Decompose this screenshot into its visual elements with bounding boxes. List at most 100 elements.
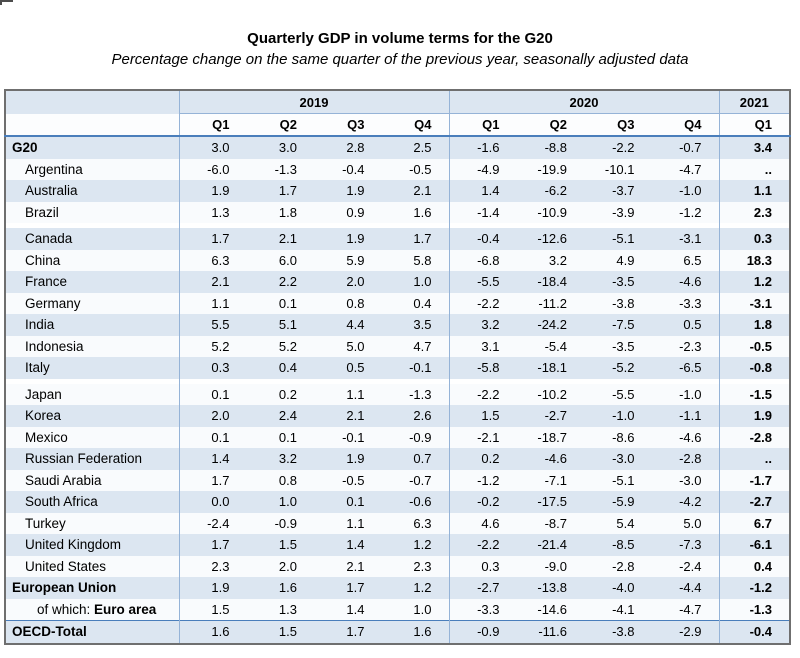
group-separator-row xyxy=(5,223,790,228)
separator-cell xyxy=(178,223,449,228)
quarter-header-2020-Q3: Q3 xyxy=(584,113,652,137)
row-label: United Kingdom xyxy=(5,534,179,556)
row-label: Germany xyxy=(5,292,179,314)
gdp-value-cell: -2.7 xyxy=(516,405,584,427)
gdp-value-cell: -4.2 xyxy=(651,491,719,513)
gdp-value-cell: -3.1 xyxy=(651,228,719,250)
gdp-value-cell: 0.7 xyxy=(381,448,449,470)
gdp-value-cell: 1.8 xyxy=(718,314,790,336)
gdp-value-cell: 2.1 xyxy=(178,271,247,293)
gdp-value-cell: -4.6 xyxy=(651,426,719,448)
gdp-value-cell: .. xyxy=(718,448,790,470)
gdp-value-cell: 1.7 xyxy=(178,534,247,556)
page-title: Quarterly GDP in volume terms for the G2… xyxy=(247,30,553,47)
gdp-value-cell: 0.3 xyxy=(718,228,790,250)
gdp-value-cell: -1.2 xyxy=(718,577,790,599)
gdp-value-cell: 2.3 xyxy=(178,555,247,577)
gdp-value-cell: 1.0 xyxy=(381,271,449,293)
gdp-value-cell: 1.6 xyxy=(381,620,449,644)
row-label-text: France xyxy=(25,274,68,290)
table-row-united-states: United States 2.3 2.0 2.1 2.3 0.3 -9.0 -2.8 -2.4… xyxy=(5,555,790,577)
gdp-value-cell: 3.0 xyxy=(178,136,247,159)
row-label-text: China xyxy=(25,252,61,268)
gdp-value-cell: -3.0 xyxy=(584,448,652,470)
separator-cell xyxy=(178,378,449,384)
gdp-value-cell: -5.4 xyxy=(516,335,584,357)
group-separator-row xyxy=(5,378,790,384)
gdp-value-cell: -18.1 xyxy=(516,357,584,379)
separator-cell xyxy=(448,223,719,228)
table-row-european-union: European Union 1.9 1.6 1.7 1.2 -2.7 -13.8 -4.0-… xyxy=(5,577,790,599)
year-header-2021: 2021 xyxy=(718,90,790,114)
gdp-value-cell: 1.7 xyxy=(178,228,247,250)
gdp-value-cell: 6.0 xyxy=(246,249,314,271)
gdp-value-cell: 1.7 xyxy=(246,180,314,202)
gdp-value-cell: -18.4 xyxy=(516,271,584,293)
gdp-value-cell: 3.1 xyxy=(448,335,517,357)
gdp-value-cell: 1.5 xyxy=(246,620,314,644)
gdp-value-cell: -3.5 xyxy=(584,335,652,357)
gdp-value-cell: -11.6 xyxy=(516,620,584,644)
gdp-value-cell: -0.5 xyxy=(718,335,790,357)
row-label: of which: Euro area xyxy=(5,598,179,621)
gdp-value-cell: -8.6 xyxy=(584,426,652,448)
gdp-value-cell: 1.3 xyxy=(246,598,314,621)
gdp-value-cell: -21.4 xyxy=(516,534,584,556)
gdp-value-cell: 1.0 xyxy=(381,598,449,621)
gdp-value-cell: -13.8 xyxy=(516,577,584,599)
gdp-value-cell: 6.7 xyxy=(718,512,790,534)
gdp-value-cell: -8.5 xyxy=(584,534,652,556)
gdp-value-cell: 4.7 xyxy=(381,335,449,357)
gdp-value-cell: -0.9 xyxy=(246,512,314,534)
row-label: Canada xyxy=(5,228,179,250)
row-label: Korea xyxy=(5,405,179,427)
gdp-value-cell: 1.2 xyxy=(381,534,449,556)
gdp-value-cell: 1.7 xyxy=(381,228,449,250)
gdp-value-cell: 1.7 xyxy=(314,577,382,599)
gdp-value-cell: 0.1 xyxy=(178,383,247,405)
table-row-brazil: Brazil 1.3 1.8 0.9 1.6 -1.4 -10.9 -3.9 -1.2 2.3 xyxy=(5,201,790,223)
gdp-value-cell: 1.2 xyxy=(718,271,790,293)
gdp-value-cell: -4.7 xyxy=(651,158,719,180)
row-label-prefix: of which: xyxy=(37,601,95,617)
row-label: G20 xyxy=(5,136,179,159)
gdp-value-cell: -0.1 xyxy=(314,426,382,448)
gdp-value-cell: -11.2 xyxy=(516,292,584,314)
gdp-value-cell: -1.5 xyxy=(718,383,790,405)
row-label-text: OECD-Total xyxy=(12,624,87,640)
gdp-value-cell: 5.8 xyxy=(381,249,449,271)
gdp-value-cell: 1.9 xyxy=(178,577,247,599)
gdp-value-cell: 5.2 xyxy=(246,335,314,357)
row-label-text: Italy xyxy=(25,360,50,376)
gdp-value-cell: -0.9 xyxy=(381,426,449,448)
gdp-value-cell: 18.3 xyxy=(718,249,790,271)
separator-cell xyxy=(718,223,790,228)
gdp-value-cell: 1.1 xyxy=(314,383,382,405)
gdp-value-cell: 1.5 xyxy=(448,405,517,427)
row-label-text: United Kingdom xyxy=(25,537,122,553)
gdp-value-cell: 0.9 xyxy=(314,201,382,223)
gdp-value-cell: -10.9 xyxy=(516,201,584,223)
table-row-japan: Japan 0.1 0.2 1.1 -1.3 -2.2 -10.2 -5.5 -1.0 -1.5 xyxy=(5,383,790,405)
gdp-value-cell: 0.4 xyxy=(718,555,790,577)
row-label-text: Argentina xyxy=(25,161,83,177)
gdp-value-cell: -3.3 xyxy=(448,598,517,621)
gdp-value-cell: -0.8 xyxy=(718,357,790,379)
table-row-oecd-total: OECD-Total 1.6 1.5 1.7 1.6 -0.9 -11.6 -3.8 -2.9-… xyxy=(5,620,790,644)
table-row-united-kingdom: United Kingdom 1.7 1.5 1.4 1.2 -2.2 -21.4 -8.5-… xyxy=(5,534,790,556)
gdp-value-cell: -4.6 xyxy=(516,448,584,470)
gdp-value-cell: 0.3 xyxy=(178,357,247,379)
gdp-value-cell: 0.5 xyxy=(314,357,382,379)
gdp-value-cell: -4.1 xyxy=(584,598,652,621)
row-label-text: Brazil xyxy=(25,204,59,220)
table-row-korea: Korea 2.0 2.4 2.1 2.6 1.5 -2.7 -1.0 -1.1 1.9 xyxy=(5,405,790,427)
gdp-value-cell: -1.3 xyxy=(381,383,449,405)
gdp-value-cell: 1.9 xyxy=(314,228,382,250)
gdp-value-cell: -1.2 xyxy=(448,469,517,491)
row-label: European Union xyxy=(5,577,179,599)
gdp-value-cell: -5.1 xyxy=(584,469,652,491)
gdp-value-cell: 2.1 xyxy=(246,228,314,250)
year-header-2020: 2020 xyxy=(448,90,719,114)
quarter-header-2019-Q2: Q2 xyxy=(246,113,314,137)
gdp-value-cell: -5.5 xyxy=(584,383,652,405)
